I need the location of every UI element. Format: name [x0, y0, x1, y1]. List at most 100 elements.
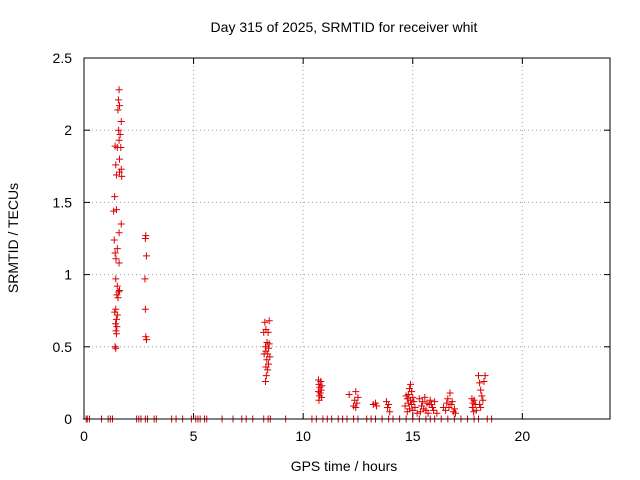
data-point — [116, 131, 124, 139]
data-point — [353, 399, 361, 407]
data-point — [476, 401, 484, 409]
data-point — [111, 193, 119, 201]
x-tick-label: 20 — [515, 428, 531, 444]
data-point — [428, 403, 436, 411]
x-tick-label: 15 — [405, 428, 421, 444]
data-point — [354, 393, 362, 401]
data-point — [112, 305, 120, 313]
data-point — [352, 388, 360, 396]
data-point — [110, 207, 118, 215]
data-point — [443, 399, 451, 407]
data-point — [116, 155, 124, 163]
data-point — [468, 403, 476, 411]
data-point — [260, 328, 268, 336]
data-point — [261, 377, 269, 385]
data-point — [403, 395, 411, 403]
data-point — [110, 236, 118, 244]
data-point — [262, 372, 270, 380]
y-tick-label: 0 — [64, 411, 72, 427]
data-point — [446, 389, 454, 397]
data-point — [444, 395, 452, 403]
data-point — [262, 363, 270, 371]
data-point — [113, 245, 121, 253]
data-point — [450, 405, 458, 413]
data-point — [345, 390, 353, 398]
data-point — [431, 398, 439, 406]
y-tick-label: 1.5 — [53, 194, 73, 210]
data-point — [407, 380, 415, 388]
data-point — [141, 305, 149, 313]
data-point — [111, 343, 119, 351]
data-point — [404, 399, 412, 407]
data-point — [117, 165, 125, 173]
data-point — [113, 291, 121, 299]
data-point — [112, 320, 120, 328]
data-points — [82, 86, 496, 423]
data-point — [439, 403, 447, 411]
data-point — [142, 336, 150, 344]
data-point — [118, 172, 126, 180]
y-tick-label: 2 — [64, 122, 72, 138]
data-point — [427, 401, 435, 409]
data-point — [315, 380, 323, 388]
data-point — [424, 409, 432, 417]
data-point — [265, 340, 273, 348]
data-point — [112, 171, 120, 179]
data-point — [408, 401, 416, 409]
data-point — [117, 220, 125, 228]
data-point — [451, 409, 459, 417]
data-point — [480, 377, 488, 385]
data-point — [116, 286, 124, 294]
data-point — [114, 106, 122, 114]
data-point — [141, 275, 149, 283]
data-point — [352, 403, 360, 411]
data-point — [117, 118, 125, 126]
data-point — [384, 403, 392, 411]
data-point — [263, 356, 271, 364]
data-point — [476, 379, 484, 387]
data-point — [116, 102, 124, 110]
data-point — [430, 406, 438, 414]
data-point — [113, 311, 121, 319]
data-point — [262, 347, 270, 355]
x-tick-label: 5 — [190, 428, 198, 444]
data-point — [261, 318, 269, 326]
data-point — [481, 372, 489, 380]
x-axis-label: GPS time / hours — [291, 458, 398, 474]
data-point — [112, 206, 120, 214]
tick-labels: 0 5 10 15 20 0 0.5 1 1.5 2 2.5 — [53, 50, 531, 444]
y-tick-label: 0.5 — [53, 339, 73, 355]
grid-lines — [84, 58, 610, 419]
data-point — [413, 409, 421, 417]
data-point — [112, 255, 120, 263]
y-axis-label: SRMTID / TECUs — [5, 183, 21, 293]
data-point — [115, 229, 123, 237]
data-point — [477, 403, 485, 411]
data-point — [113, 323, 121, 331]
data-point — [419, 398, 427, 406]
data-point — [475, 372, 482, 380]
x-tick-label: 10 — [295, 428, 311, 444]
data-point — [402, 392, 410, 400]
data-point — [408, 388, 416, 396]
data-point — [115, 288, 123, 296]
data-point — [264, 366, 272, 374]
data-point — [112, 344, 120, 352]
plot-frame — [83, 57, 611, 420]
data-point — [112, 161, 120, 169]
data-point — [111, 249, 119, 257]
data-point — [315, 396, 323, 404]
data-point — [114, 294, 122, 302]
data-point — [315, 388, 323, 396]
data-point — [115, 259, 123, 267]
data-point — [115, 126, 123, 134]
chart-title: Day 315 of 2025, SRMTID for receiver whi… — [211, 19, 478, 35]
data-point — [373, 402, 381, 410]
data-point — [142, 252, 150, 260]
data-point — [371, 399, 379, 407]
axis-ticks — [83, 57, 610, 420]
data-point — [115, 136, 123, 144]
data-point — [141, 235, 149, 242]
data-point — [113, 282, 121, 290]
